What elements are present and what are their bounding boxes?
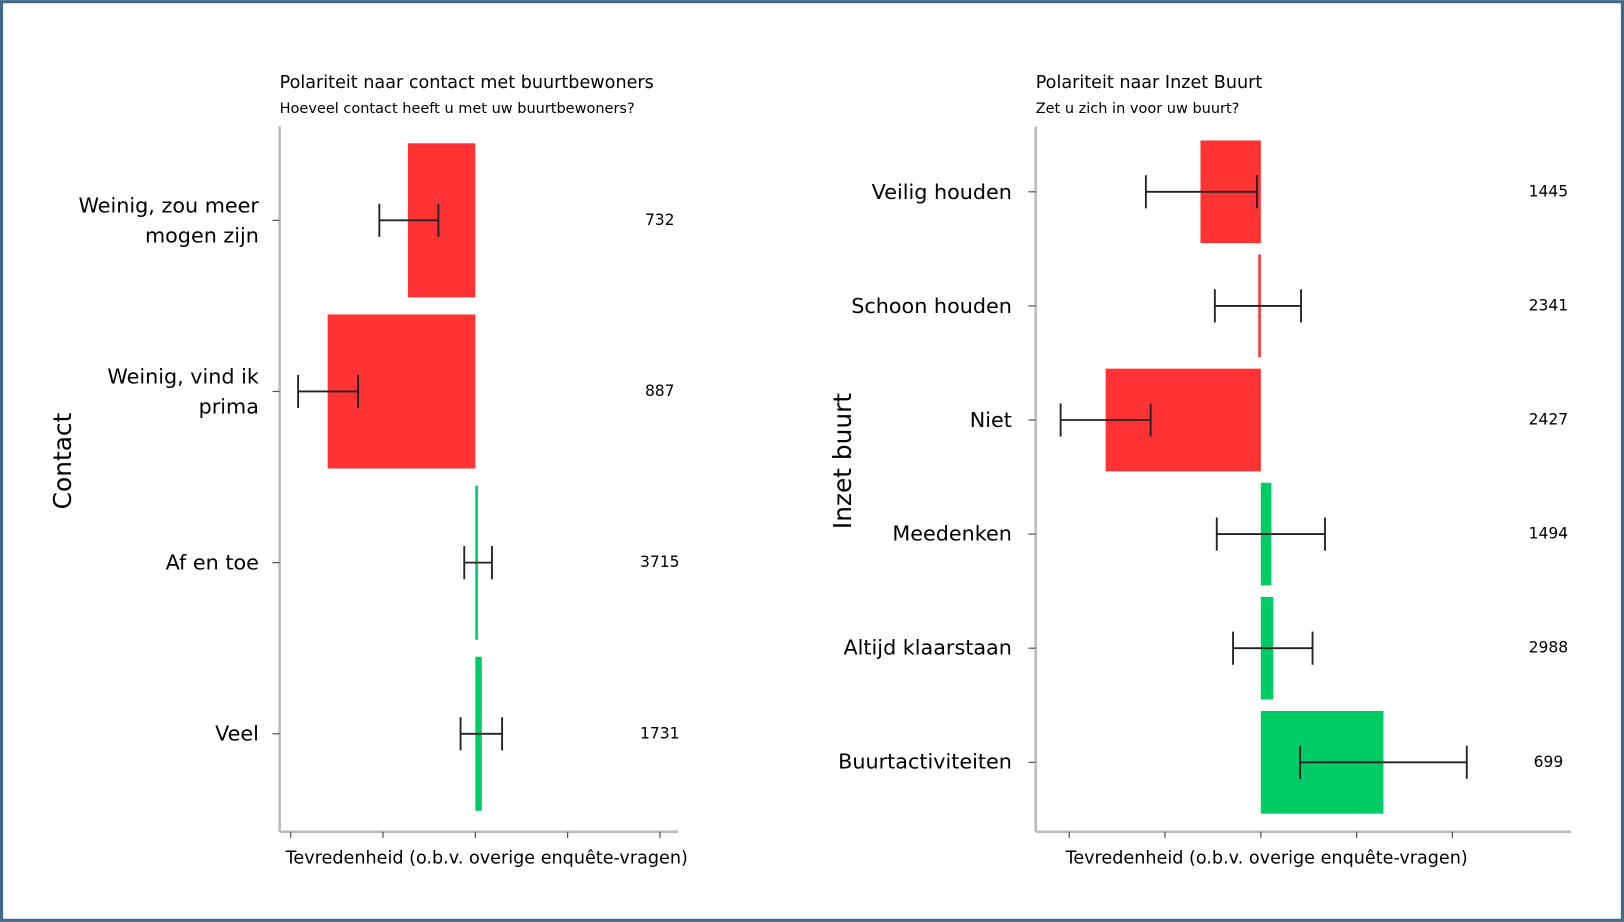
count-label: 1731 bbox=[640, 724, 680, 742]
category-label: Altijd klaarstaan bbox=[843, 635, 1012, 661]
category-label-box: Veilig houden bbox=[871, 178, 1012, 204]
chart-title: Polariteit naar contact met buurtbewoner… bbox=[280, 73, 654, 93]
category-label: Niet bbox=[969, 407, 1012, 432]
y-axis-label: Contact bbox=[48, 412, 77, 509]
category-label: Schoon houden bbox=[851, 292, 1012, 318]
category-label: Weinig, vind ik prima bbox=[107, 363, 259, 419]
category-label-box: Altijd klaarstaan bbox=[843, 635, 1012, 661]
count-label: 2988 bbox=[1529, 639, 1569, 657]
category-label-box: Veel bbox=[215, 720, 259, 746]
count-label: 2427 bbox=[1529, 411, 1569, 429]
count-label: 3715 bbox=[640, 553, 680, 571]
category-label: Weinig, zou meer mogen zijn bbox=[78, 192, 259, 248]
category-label: Veilig houden bbox=[871, 178, 1012, 204]
count-label: 699 bbox=[1534, 753, 1564, 771]
count-label: 887 bbox=[645, 382, 675, 400]
category-label: Meedenken bbox=[892, 521, 1012, 547]
count-label: 1494 bbox=[1529, 525, 1569, 543]
category-label-box: Weinig, zou meer mogen zijn bbox=[78, 192, 259, 248]
x-axis-label: Tevredenheid (o.b.v. overige enquête-vra… bbox=[1065, 849, 1468, 869]
chart-title: Polariteit naar Inzet Buurt bbox=[1036, 73, 1263, 93]
count-label: 732 bbox=[645, 211, 675, 229]
category-label-box: Af en toe bbox=[165, 549, 259, 575]
chart-subtitle: Zet u zich in voor uw buurt? bbox=[1036, 101, 1240, 117]
chart-subtitle: Hoeveel contact heeft u met uw buurtbewo… bbox=[280, 101, 635, 117]
category-label-box: Schoon houden bbox=[851, 292, 1012, 318]
category-label-box: Meedenken bbox=[892, 521, 1012, 547]
category-label-box: Buurtactiviteiten bbox=[838, 749, 1012, 775]
category-label-box: Niet bbox=[969, 407, 1012, 432]
count-label: 2341 bbox=[1529, 296, 1569, 314]
category-label: Veel bbox=[215, 720, 259, 746]
y-axis-label: Inzet buurt bbox=[828, 393, 857, 530]
count-label: 1445 bbox=[1529, 182, 1569, 200]
category-label: Af en toe bbox=[165, 549, 259, 575]
x-axis-label: Tevredenheid (o.b.v. overige enquête-vra… bbox=[285, 849, 688, 869]
category-label-box: Weinig, vind ik prima bbox=[107, 363, 259, 419]
category-label: Buurtactiviteiten bbox=[838, 749, 1012, 775]
